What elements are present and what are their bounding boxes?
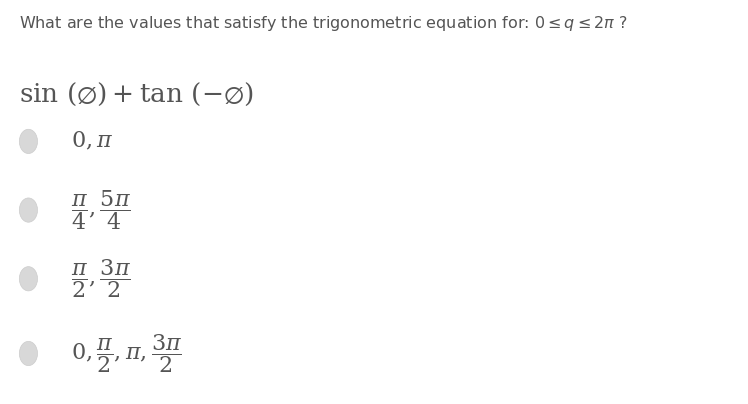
Ellipse shape <box>19 267 37 291</box>
Text: $\dfrac{\pi}{2}, \dfrac{3\pi}{2}$: $\dfrac{\pi}{2}, \dfrac{3\pi}{2}$ <box>71 257 131 300</box>
Text: $\dfrac{\pi}{4}, \dfrac{5\pi}{4}$: $\dfrac{\pi}{4}, \dfrac{5\pi}{4}$ <box>71 188 131 232</box>
Ellipse shape <box>19 198 37 222</box>
Ellipse shape <box>19 341 37 366</box>
Ellipse shape <box>19 129 37 154</box>
Text: $0, \dfrac{\pi}{2}, \pi, \dfrac{3\pi}{2}$: $0, \dfrac{\pi}{2}, \pi, \dfrac{3\pi}{2}… <box>71 332 183 375</box>
Text: $\sin\,(\emptyset) + \tan\,(-\emptyset)$: $\sin\,(\emptyset) + \tan\,(-\emptyset)$ <box>19 81 253 108</box>
Text: $0, \pi$: $0, \pi$ <box>71 130 114 152</box>
Text: What are the values that satisfy the trigonometric equation for: $0 \leq q \leq : What are the values that satisfy the tri… <box>19 14 628 33</box>
